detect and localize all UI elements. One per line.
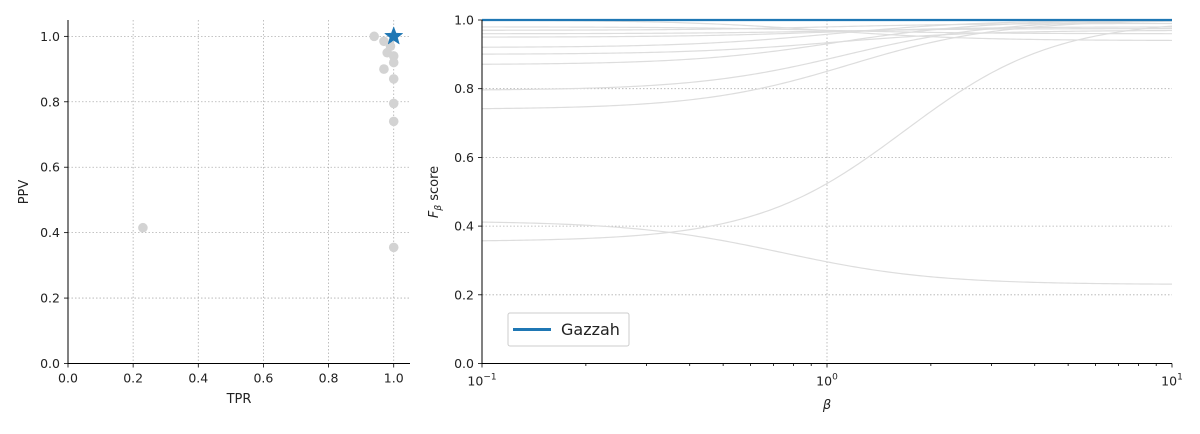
fbeta-line [481, 221, 1173, 285]
fbeta-line [481, 20, 1173, 110]
fbeta-line [481, 19, 1173, 65]
scatter-point [388, 74, 399, 84]
fbeta-line [482, 22, 1173, 31]
scatter-x-ticks: 0.0 0.2 0.4 0.6 0.8 1.0 [58, 363, 404, 386]
scatter-x-tick-label: 0.8 [319, 371, 339, 386]
scatter-x-tick-label: 0.0 [58, 371, 78, 386]
fbeta-x-tick-label: 100 [816, 373, 838, 389]
scatter-x-tick-label: 0.6 [253, 371, 273, 386]
fbeta-line [481, 19, 1173, 48]
fbeta-y-tick-label: 0.0 [454, 356, 474, 371]
fbeta-x-tick-label: 10−1 [467, 373, 496, 389]
fbeta-y-label: Fβ score [427, 166, 444, 218]
fbeta-x-ticks: 10−1 100 101 [467, 363, 1183, 389]
fbeta-x-tick-label: 101 [1161, 373, 1183, 389]
fbeta-y-tick-label: 0.4 [454, 219, 474, 234]
fbeta-y-ticks: 0.0 0.2 0.4 0.6 0.8 1.0 [454, 13, 482, 371]
scatter-point [388, 242, 399, 253]
scatter-grid [68, 20, 410, 364]
scatter-y-tick-label: 1.0 [40, 29, 60, 44]
scatter-panel: 0.0 0.2 0.4 0.6 0.8 1.0 0.0 0.2 0.4 0.6 0.8 1.0 TP… [17, 20, 410, 407]
scatter-y-tick-label: 0.4 [40, 225, 60, 240]
fbeta-panel: 10−1 100 101 0.0 0.2 0.4 0.6 0.8 1.0 β Fβ score… [427, 13, 1183, 414]
scatter-y-tick-label: 0.2 [40, 291, 60, 306]
fbeta-x-label: β [822, 398, 831, 413]
fbeta-line [481, 29, 1173, 55]
fbeta-line [482, 26, 1172, 35]
legend: Gazzah [507, 312, 630, 347]
scatter-point [388, 98, 399, 109]
fbeta-line [481, 26, 1172, 38]
scatter-x-label: TPR [226, 392, 252, 407]
scatter-point [379, 36, 389, 47]
fbeta-lines [481, 18, 1173, 285]
scatter-point [388, 116, 399, 127]
legend-box [507, 312, 630, 347]
fbeta-y-tick-label: 0.8 [454, 81, 474, 96]
fbeta-y-tick-label: 0.6 [454, 150, 474, 165]
scatter-y-label: PPV [17, 180, 32, 205]
scatter-y-tick-label: 0.6 [40, 160, 60, 175]
scatter-point [379, 64, 389, 74]
fbeta-y-tick-label: 1.0 [454, 13, 474, 28]
scatter-y-tick-label: 0.0 [40, 356, 60, 371]
fbeta-line [481, 25, 1173, 242]
scatter-y-tick-label: 0.8 [40, 94, 60, 109]
scatter-point [138, 222, 148, 233]
scatter-x-tick-label: 0.2 [123, 371, 143, 386]
legend-label-gazzah: Gazzah [561, 320, 620, 339]
scatter-y-ticks: 0.0 0.2 0.4 0.6 0.8 1.0 [40, 29, 68, 371]
fbeta-line [482, 28, 1172, 35]
scatter-point-gazzah [384, 26, 404, 45]
scatter-x-tick-label: 1.0 [384, 371, 404, 386]
scatter-point [385, 41, 396, 51]
scatter-x-tick-label: 0.4 [188, 371, 208, 386]
scatter-points [138, 26, 404, 253]
scatter-point [388, 57, 399, 68]
scatter-point [369, 31, 379, 42]
fbeta-y-tick-label: 0.2 [454, 287, 474, 302]
